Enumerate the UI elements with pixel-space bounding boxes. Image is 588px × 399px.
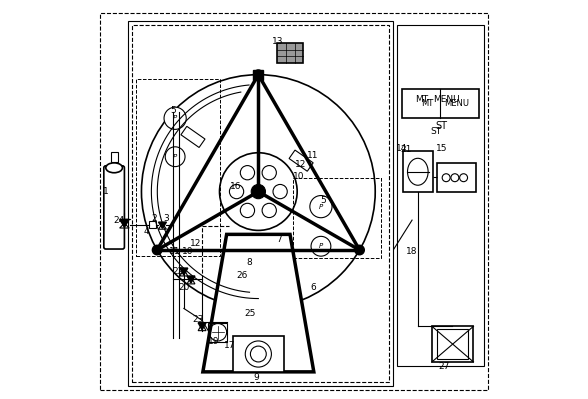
Bar xyxy=(432,326,473,362)
Bar xyxy=(253,69,263,80)
Text: 25: 25 xyxy=(244,309,255,318)
Polygon shape xyxy=(120,219,129,227)
Bar xyxy=(181,126,205,148)
Text: P: P xyxy=(173,115,177,121)
Text: MT: MT xyxy=(415,95,428,104)
Bar xyxy=(289,150,313,171)
Bar xyxy=(402,89,479,118)
Text: 18: 18 xyxy=(406,247,418,256)
Text: 21: 21 xyxy=(400,146,412,154)
Text: 3: 3 xyxy=(163,214,169,223)
Ellipse shape xyxy=(106,163,122,173)
Bar xyxy=(208,323,228,342)
Text: 17: 17 xyxy=(224,341,236,350)
Text: 1: 1 xyxy=(103,187,109,196)
Circle shape xyxy=(310,196,332,218)
Text: MT: MT xyxy=(422,99,434,108)
Text: 11: 11 xyxy=(169,247,180,256)
Bar xyxy=(437,330,468,359)
Text: 22: 22 xyxy=(173,267,184,276)
Circle shape xyxy=(311,236,331,256)
Text: 12: 12 xyxy=(295,160,307,169)
Text: 5: 5 xyxy=(320,196,326,205)
Polygon shape xyxy=(198,323,206,330)
Text: ST: ST xyxy=(436,121,448,131)
FancyBboxPatch shape xyxy=(104,166,125,249)
Text: 6: 6 xyxy=(310,283,316,292)
Polygon shape xyxy=(203,234,314,372)
Text: 20: 20 xyxy=(178,283,189,292)
Polygon shape xyxy=(180,268,188,275)
Text: ST: ST xyxy=(430,127,442,136)
Bar xyxy=(233,336,284,372)
Circle shape xyxy=(251,184,265,199)
Text: 2: 2 xyxy=(152,214,158,223)
Text: 19: 19 xyxy=(208,337,220,346)
Bar xyxy=(278,43,303,63)
Text: MENU: MENU xyxy=(444,99,469,108)
Text: 23: 23 xyxy=(192,315,204,324)
Circle shape xyxy=(164,107,186,129)
Bar xyxy=(149,221,156,228)
Circle shape xyxy=(152,245,162,255)
Text: 13: 13 xyxy=(272,37,283,46)
Text: 14: 14 xyxy=(396,144,407,153)
Text: 15: 15 xyxy=(436,144,447,153)
Text: 8: 8 xyxy=(247,258,252,267)
Text: 10: 10 xyxy=(182,247,193,256)
Text: 16: 16 xyxy=(229,182,241,192)
Text: 9: 9 xyxy=(253,373,259,381)
Bar xyxy=(403,151,433,192)
Polygon shape xyxy=(187,276,195,283)
Bar xyxy=(111,152,118,162)
Circle shape xyxy=(355,245,365,255)
Text: 24: 24 xyxy=(113,215,125,225)
Text: 26: 26 xyxy=(236,271,248,280)
Text: 5: 5 xyxy=(171,106,176,115)
Text: 10: 10 xyxy=(293,172,305,181)
Text: 27: 27 xyxy=(438,362,449,371)
Text: 11: 11 xyxy=(308,151,319,160)
Circle shape xyxy=(253,70,263,79)
Text: P: P xyxy=(319,243,323,249)
Bar xyxy=(437,163,476,192)
Text: 12: 12 xyxy=(190,239,202,248)
Text: 4: 4 xyxy=(144,227,149,237)
Text: MENU: MENU xyxy=(433,95,460,104)
Circle shape xyxy=(165,147,185,167)
Polygon shape xyxy=(159,222,166,228)
Text: P: P xyxy=(319,203,323,209)
Text: P: P xyxy=(173,154,177,160)
Text: 7: 7 xyxy=(276,235,282,245)
